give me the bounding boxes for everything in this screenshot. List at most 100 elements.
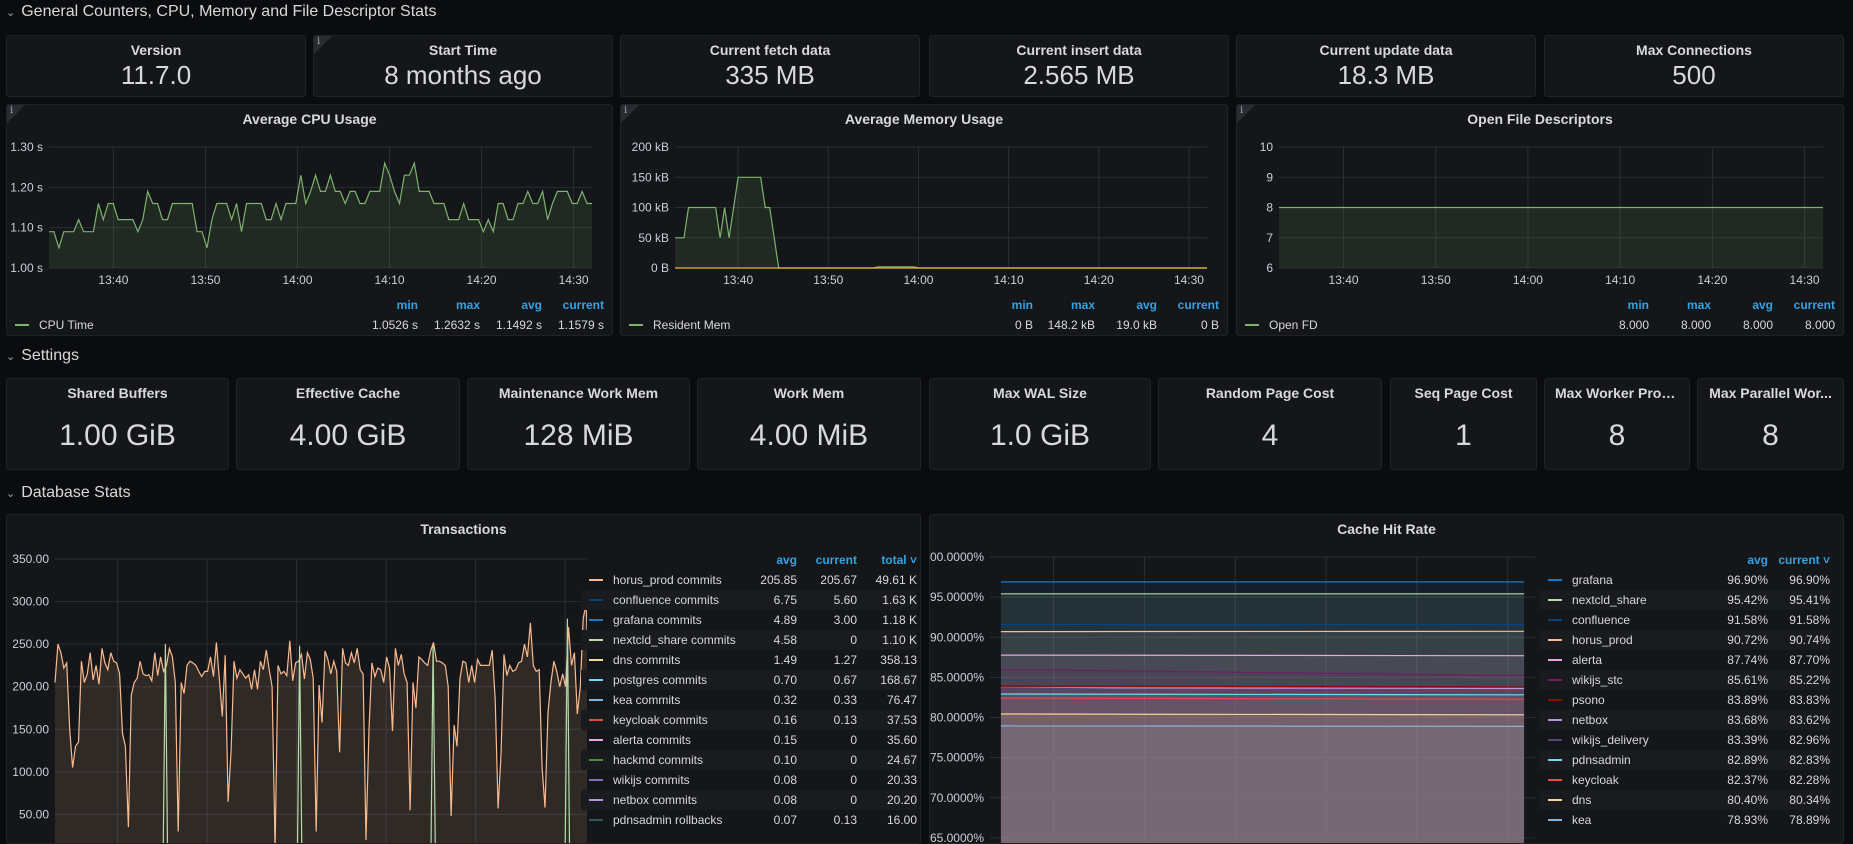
panel-title[interactable]: Max Connections	[1545, 42, 1843, 58]
series-name: keycloak commits	[613, 713, 708, 727]
panel-title[interactable]: Max WAL Size	[930, 385, 1150, 401]
panel-title[interactable]: Current fetch data	[621, 42, 919, 58]
legend-column-max[interactable]: max	[1033, 298, 1095, 312]
legend-column-current[interactable]: current ˅	[1768, 553, 1830, 567]
row-settings[interactable]: ⌄Settings	[6, 344, 79, 368]
y-tick-label: 150.00	[12, 722, 49, 736]
panel-title[interactable]: Max Parallel Wor...	[1698, 385, 1843, 401]
legend-value: 91.58%	[1706, 613, 1768, 627]
legend-column-avg[interactable]: avg	[1711, 298, 1773, 312]
y-tick-label: 1.30 s	[10, 140, 43, 154]
panel-title[interactable]: Random Page Cost	[1159, 385, 1381, 401]
chevron-down-icon: ⌄	[6, 350, 15, 363]
legend-value: 8.000	[1587, 318, 1649, 332]
column-label: max	[1071, 298, 1095, 312]
legend-column-current[interactable]: current	[1157, 298, 1219, 312]
legend-column-avg[interactable]: avg	[1706, 553, 1768, 567]
legend-value: 83.39%	[1706, 733, 1768, 747]
series-group	[675, 177, 1207, 268]
series-name: pdnsadmin rollbacks	[613, 813, 722, 827]
legend-column-current[interactable]: current	[797, 553, 857, 567]
info-icon-glyph: i	[317, 36, 320, 47]
panel-title[interactable]: Shared Buffers	[7, 385, 228, 401]
panel-title[interactable]: Version	[7, 42, 305, 58]
legend-value: 0.15	[737, 733, 797, 747]
legend-column-min[interactable]: min	[971, 298, 1033, 312]
legend-column-max[interactable]: max	[418, 298, 480, 312]
panel-title[interactable]: Seq Page Cost	[1391, 385, 1536, 401]
info-icon[interactable]: i	[314, 36, 332, 54]
legend-column-avg[interactable]: avg	[1095, 298, 1157, 312]
legend-value: 78.89%	[1768, 813, 1830, 827]
row-database-stats[interactable]: ⌄Database Stats	[6, 481, 131, 505]
legend-value: 4.58	[737, 633, 797, 647]
panel-title[interactable]: Current insert data	[930, 42, 1228, 58]
legend-value: 83.89%	[1706, 693, 1768, 707]
panel-title[interactable]: Maintenance Work Mem	[468, 385, 689, 401]
legend-column-current[interactable]: current	[542, 298, 604, 312]
series-name: grafana	[1572, 573, 1613, 587]
series-line	[1001, 655, 1524, 656]
legend-value: 16.00	[857, 813, 917, 827]
legend-column-current[interactable]: current	[1773, 298, 1835, 312]
legend-value: 205.85	[737, 573, 797, 587]
legend-column-max[interactable]: max	[1649, 298, 1711, 312]
series-name: netbox commits	[613, 793, 697, 807]
panel-title[interactable]: Max Worker Proc...	[1545, 385, 1689, 401]
row-general[interactable]: ⌄General Counters, CPU, Memory and File …	[6, 0, 436, 24]
panel-title[interactable]: Start Time	[314, 42, 612, 58]
series-name: alerta commits	[613, 733, 691, 747]
panel-title[interactable]: Current update data	[1237, 42, 1535, 58]
panel-title[interactable]: Effective Cache	[237, 385, 459, 401]
x-tick-label: 13:50	[813, 273, 843, 287]
setting-value: 1	[1391, 419, 1536, 453]
legend-column-avg[interactable]: avg	[480, 298, 542, 312]
series-group	[1001, 582, 1524, 844]
row-title: Database Stats	[21, 484, 130, 502]
legend-column-min[interactable]: min	[356, 298, 418, 312]
series-color-swatch	[589, 639, 603, 641]
legend-column-avg[interactable]: avg	[737, 553, 797, 567]
legend-value: 1.63 K	[857, 593, 917, 607]
series-color-swatch	[589, 679, 603, 681]
legend-column-total[interactable]: total ˅	[857, 553, 917, 567]
legend-column-min[interactable]: min	[1587, 298, 1649, 312]
panel-title[interactable]: Work Mem	[698, 385, 920, 401]
